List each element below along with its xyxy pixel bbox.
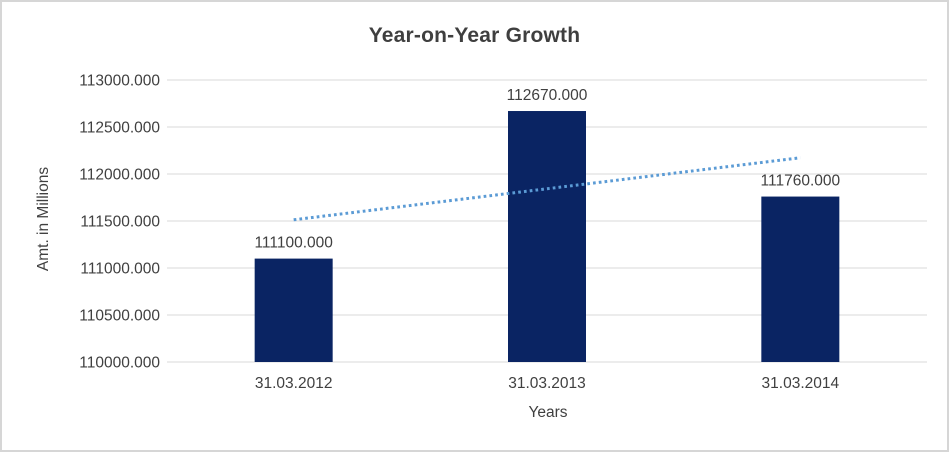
bar-data-label: 111100.000	[254, 235, 333, 252]
y-tick-label: 112000.000	[79, 167, 160, 184]
x-tick-label: 31.03.2014	[762, 375, 840, 392]
y-tick-label: 111000.000	[80, 261, 160, 278]
bar	[254, 258, 333, 362]
bar	[761, 196, 840, 362]
x-tick-label: 31.03.2013	[508, 375, 586, 392]
y-tick-label: 110500.000	[79, 308, 160, 325]
y-tick-label: 111500.000	[80, 214, 160, 231]
bar-data-label: 112670.000	[507, 87, 588, 104]
bar	[508, 111, 586, 363]
y-tick-label: 110000.000	[79, 355, 160, 372]
x-tick-label: 31.03.2012	[255, 375, 333, 392]
chart-title: Year-on-Year Growth	[368, 24, 581, 47]
y-tick-label: 113000.000	[79, 73, 160, 90]
bar-data-label: 111760.000	[761, 173, 841, 190]
y-tick-label: 112500.000	[79, 120, 160, 137]
x-axis-title: Years	[528, 404, 568, 421]
trendline	[293, 156, 801, 222]
